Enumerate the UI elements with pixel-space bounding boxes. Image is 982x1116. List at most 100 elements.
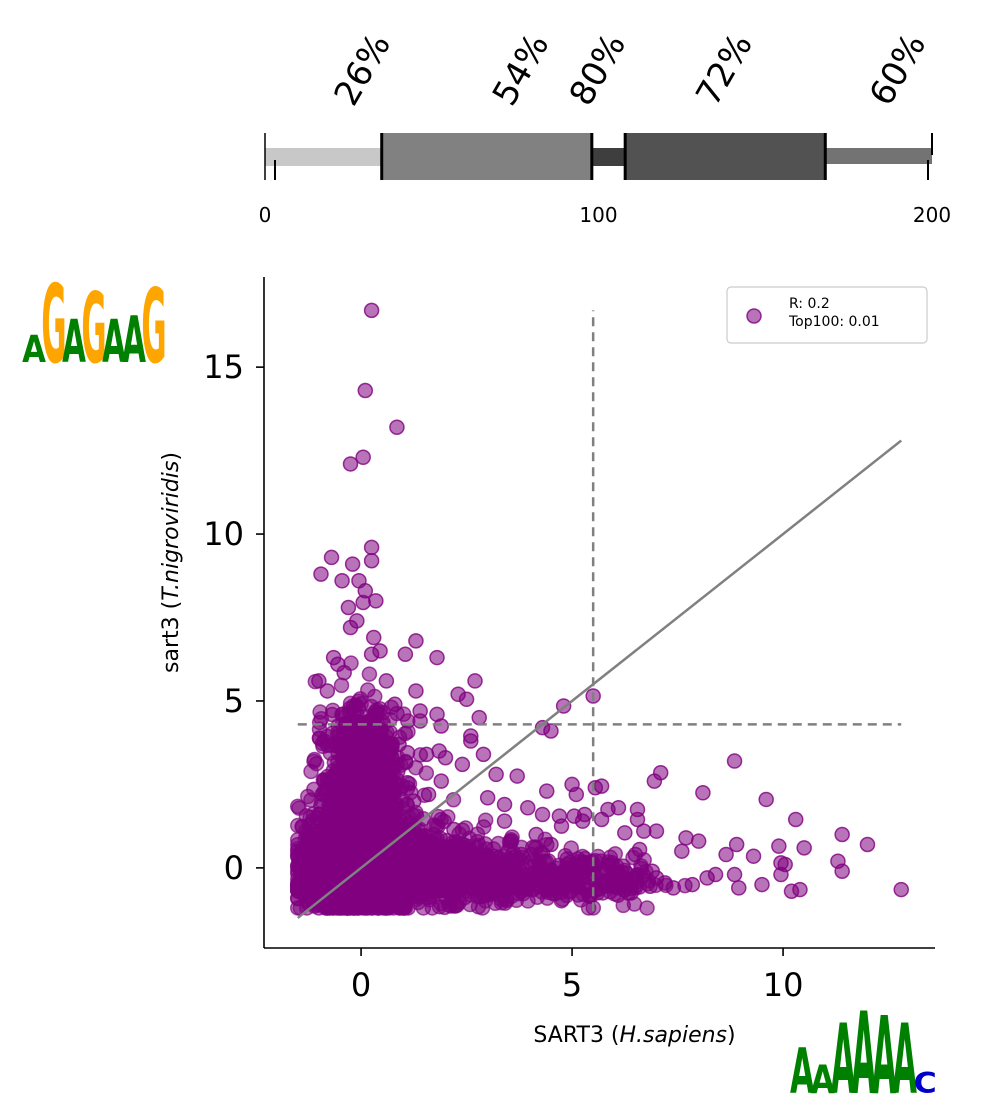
track-tick-label: 100 xyxy=(579,203,617,227)
scatter-point xyxy=(324,706,340,723)
scatter-point xyxy=(433,773,449,789)
scatter-point xyxy=(684,876,701,893)
scatter-point xyxy=(359,787,376,803)
scatter-point xyxy=(363,553,380,569)
scatter-point xyxy=(511,873,528,889)
scatter-point xyxy=(403,883,420,900)
scatter-point xyxy=(479,790,496,806)
y-axis-label: sart3 (T.nigroviridis) xyxy=(159,452,184,673)
identity-segment xyxy=(625,133,826,180)
x-tick-label: 0 xyxy=(351,966,371,1004)
legend-label: Top100: 0.01 xyxy=(788,314,880,330)
scatter-point xyxy=(726,866,743,883)
scatter-point xyxy=(378,673,395,689)
logo-letter: A xyxy=(102,308,126,377)
scatter-point xyxy=(311,714,328,731)
scatter-point xyxy=(627,846,644,863)
legend: R: 0.2 Top100: 0.01 xyxy=(726,286,928,344)
axes: 0 5 10 0 5 10 15 SART3 (H.sapiens) sart3 (T.nigr… xyxy=(159,277,935,1048)
scatter-points xyxy=(290,302,909,916)
scatter-point xyxy=(403,859,420,876)
scatter-point xyxy=(361,734,377,751)
scatter-point xyxy=(329,725,346,742)
scatter-point xyxy=(690,833,707,849)
scatter-point xyxy=(593,811,610,828)
scatter-point xyxy=(319,683,336,699)
scatter-point xyxy=(433,811,449,828)
scatter-point xyxy=(378,724,395,741)
scatter-point xyxy=(490,835,507,852)
scatter-point xyxy=(503,833,520,849)
logo-letter: G xyxy=(141,267,166,386)
scatter-point xyxy=(783,883,800,899)
scatter-point xyxy=(859,836,876,853)
scatter-point xyxy=(389,419,405,435)
logo-letter: A xyxy=(831,1004,856,1116)
scatter-point xyxy=(344,556,361,572)
scatter-point xyxy=(534,806,551,823)
x-tick-label: 10 xyxy=(763,966,804,1004)
scatter-point xyxy=(354,840,370,857)
scatter-point xyxy=(477,812,494,828)
scatter-point xyxy=(758,791,774,808)
scatter-point xyxy=(333,677,350,694)
scatter-point xyxy=(344,757,361,774)
identity-label: 54% xyxy=(485,27,557,112)
scatter-point xyxy=(327,899,344,916)
scatter-point xyxy=(298,877,314,893)
y-tick-label: 15 xyxy=(203,348,244,386)
scatter-point xyxy=(368,593,384,609)
scatter-point xyxy=(593,778,610,794)
logo-letter: A xyxy=(22,328,46,372)
scatter-point xyxy=(463,880,479,896)
scatter-point xyxy=(465,864,482,880)
identity-track: 26% 54% 80% 72% 60% 0 100 200 xyxy=(259,27,951,227)
legend-label: R: 0.2 xyxy=(789,296,830,312)
scatter-point xyxy=(349,613,365,629)
identity-label: 26% xyxy=(327,27,399,112)
logo-letter: A xyxy=(852,988,876,1116)
scatter-point xyxy=(363,539,380,556)
identity-segment xyxy=(825,148,932,164)
scatter-point xyxy=(579,855,595,871)
scatter-point xyxy=(726,753,743,769)
logo-letter: A xyxy=(122,302,146,377)
scatter-point xyxy=(731,880,747,896)
scatter-point xyxy=(379,764,395,780)
scatter-point xyxy=(372,643,388,659)
scatter-point xyxy=(461,843,477,860)
y-tick-label: 10 xyxy=(203,515,244,553)
scatter-point xyxy=(771,838,787,854)
scatter-point xyxy=(384,796,401,813)
scatter-point xyxy=(754,876,770,893)
scatter-point xyxy=(290,817,306,834)
scatter-point xyxy=(678,830,694,846)
scatter-point xyxy=(454,756,471,773)
scatter-point xyxy=(408,683,424,699)
scatter-point xyxy=(361,666,378,682)
scatter-point xyxy=(652,764,669,781)
scatter-point xyxy=(311,673,327,689)
scatter-point xyxy=(796,840,812,856)
legend-box xyxy=(726,286,928,344)
scatter-point xyxy=(342,456,359,472)
logo-letter: A xyxy=(811,1058,836,1103)
scatter-point xyxy=(339,818,356,835)
guide-lines xyxy=(296,310,903,919)
logo-letter: A xyxy=(893,1004,918,1116)
scatter-point xyxy=(471,709,487,726)
scatter-point xyxy=(467,673,483,689)
scatter-point xyxy=(598,873,615,889)
scatter-point xyxy=(337,782,353,798)
scatter-point xyxy=(627,870,643,887)
scatter-point xyxy=(412,713,428,729)
scatter-point xyxy=(310,897,326,913)
scatter-point xyxy=(363,302,380,319)
scatter-point xyxy=(787,811,804,828)
scatter-point xyxy=(298,857,314,873)
scatter-point xyxy=(382,893,399,910)
scatter-point xyxy=(420,786,437,803)
scatter-point xyxy=(390,841,407,857)
